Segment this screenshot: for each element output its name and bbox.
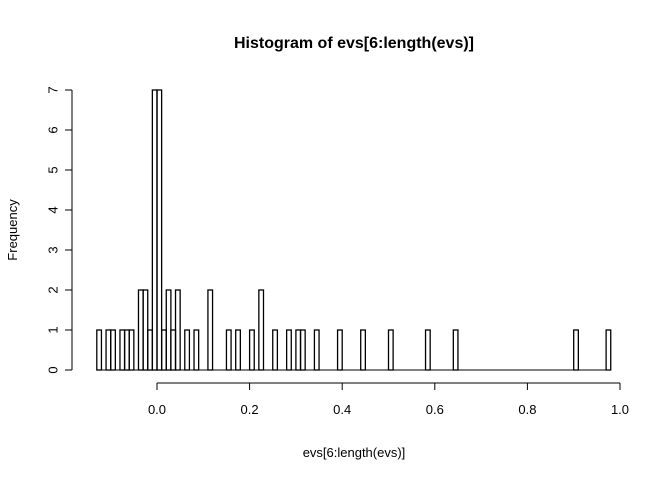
y-tick-label: 7 [46, 86, 61, 93]
histogram-bar [123, 329, 130, 371]
x-tick-label: 0.6 [426, 402, 444, 417]
histogram-bar [424, 329, 431, 371]
histogram-bar [295, 329, 302, 371]
histogram-bar [387, 329, 394, 371]
histogram-bar [165, 289, 172, 371]
histogram-bar [105, 329, 112, 371]
x-axis: 0.0 0.2 0.4 0.6 0.8 1.0 [148, 382, 629, 417]
y-tick-label: 5 [46, 166, 61, 173]
histogram-bar [272, 329, 279, 371]
chart-title: Histogram of evs[6:length(evs)] [234, 35, 474, 52]
histogram-bar [452, 329, 459, 371]
y-tick-label: 2 [46, 286, 61, 293]
histogram-bar [605, 329, 612, 371]
histogram-bar [96, 329, 103, 371]
histogram-bar [360, 329, 367, 371]
histogram-bar [119, 329, 126, 371]
histogram-bar [151, 89, 158, 371]
x-tick-label: 1.0 [611, 402, 629, 417]
y-tick-label: 0 [46, 366, 61, 373]
x-axis-label: evs[6:length(evs)] [303, 445, 406, 460]
y-axis: 0 1 2 3 4 5 6 7 [46, 86, 73, 374]
histogram-bar [313, 329, 320, 371]
histogram-bar [573, 329, 579, 371]
x-tick-label: 0.8 [518, 402, 536, 417]
histogram-bar [156, 89, 163, 371]
x-tick-label: 0.0 [148, 402, 166, 417]
y-tick-label: 3 [46, 246, 61, 253]
y-tick-label: 4 [46, 206, 61, 213]
y-tick-label: 6 [46, 126, 61, 133]
histogram-bar [110, 329, 116, 371]
histogram-bar [235, 329, 241, 371]
histogram-bar [137, 289, 144, 371]
histogram-bar [193, 329, 200, 371]
histogram-bar [170, 329, 177, 371]
histogram-bar [207, 289, 214, 371]
histogram-bar [184, 329, 191, 371]
histogram-bar [147, 329, 154, 371]
x-tick-label: 0.2 [241, 402, 259, 417]
y-axis-label: Frequency [5, 199, 20, 261]
histogram-bar [248, 329, 255, 371]
histogram-bar [142, 289, 149, 371]
histogram-bar [128, 329, 135, 371]
histogram-bar [225, 329, 232, 371]
histogram-bars [96, 89, 612, 371]
histogram-bar [258, 289, 265, 371]
histogram-bar [160, 329, 167, 371]
y-tick-label: 1 [46, 326, 61, 333]
histogram-bar [285, 329, 292, 371]
x-tick-label: 0.4 [333, 402, 351, 417]
histogram-bar [336, 329, 343, 371]
histogram-bar [299, 329, 306, 371]
histogram-bar [174, 289, 181, 371]
